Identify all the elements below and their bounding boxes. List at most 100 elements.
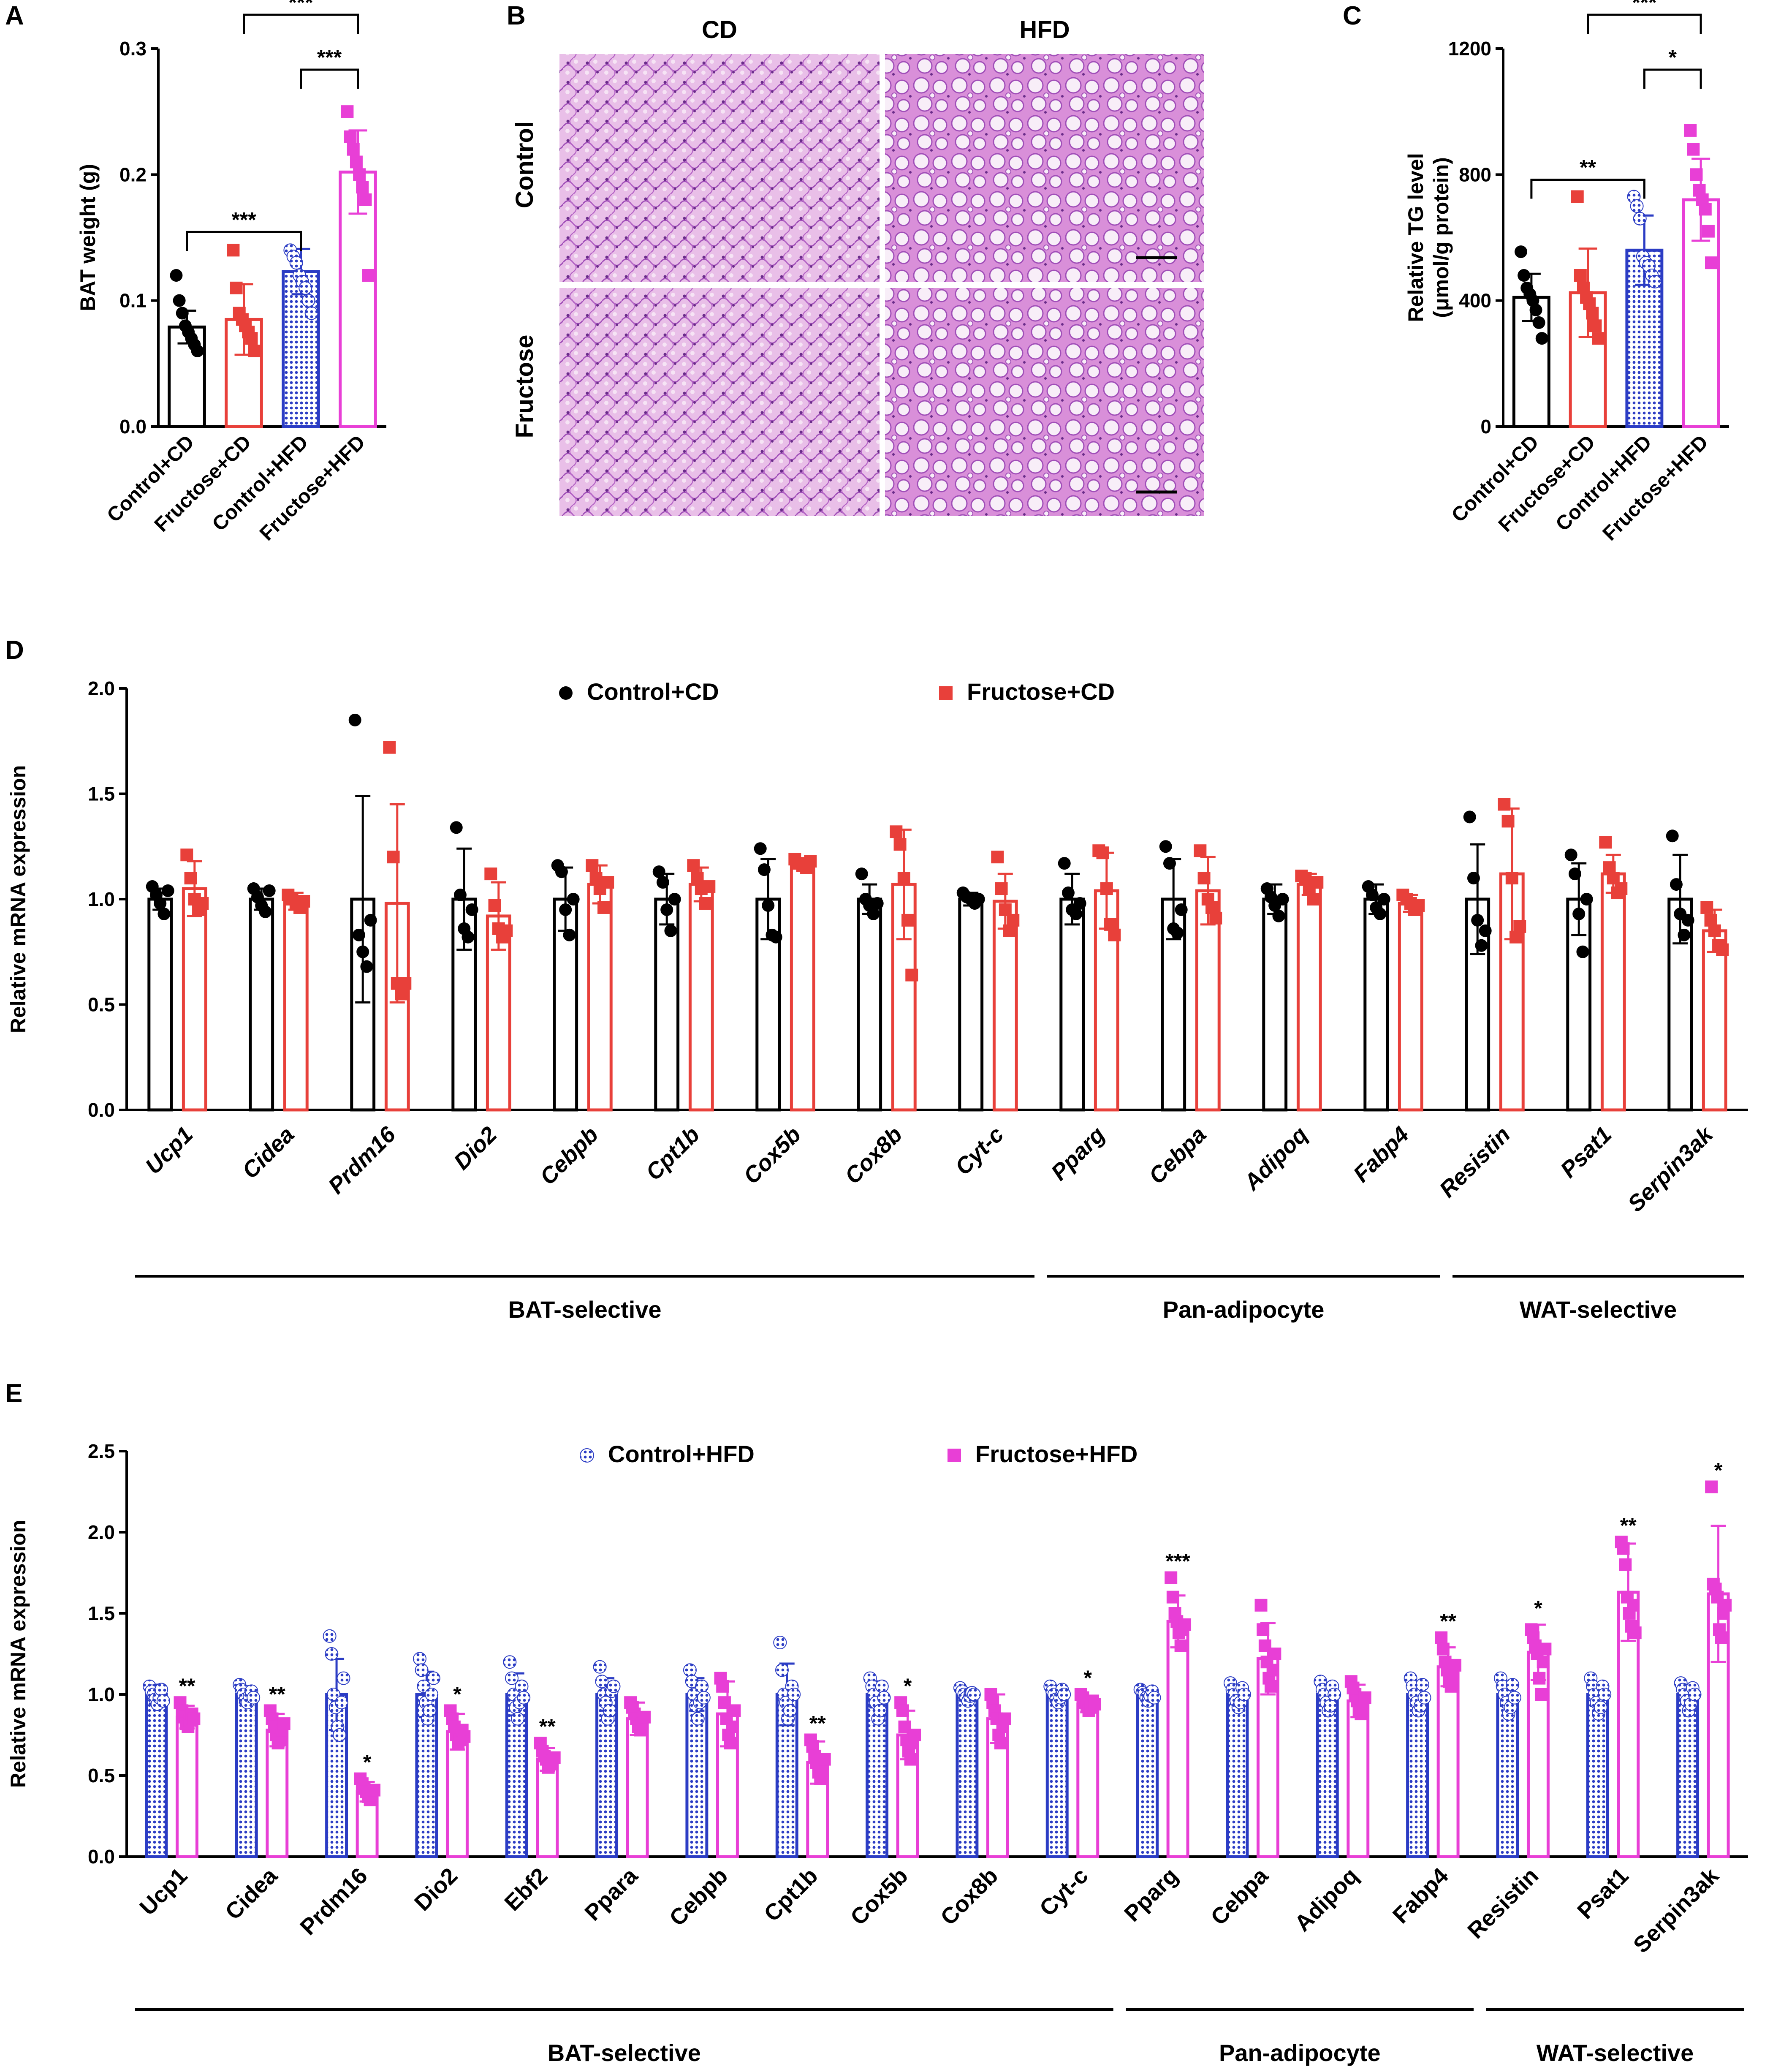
data-point <box>1572 907 1586 920</box>
data-point <box>1377 893 1390 905</box>
data-point <box>301 294 315 307</box>
panel-d-chart: 0.0 0.5 1.0 1.5 2.0 Relative mRNA expression C… <box>6 677 1748 1323</box>
x-category-label: Psat1 <box>1556 1122 1616 1183</box>
data-point <box>289 256 303 270</box>
data-point <box>783 1704 797 1718</box>
data-point <box>1589 319 1602 332</box>
bar <box>1436 1665 1460 1858</box>
data-point <box>1586 307 1599 320</box>
data-point <box>359 193 372 206</box>
data-point <box>383 741 396 754</box>
data-point <box>327 1688 341 1701</box>
data-point <box>567 893 580 905</box>
data-point <box>1108 928 1121 941</box>
bar <box>1296 883 1322 1112</box>
data-point <box>1630 199 1644 213</box>
data-point <box>1366 889 1379 902</box>
bar <box>384 902 410 1112</box>
significance-label: ** <box>269 1682 285 1706</box>
data-point <box>1687 143 1700 156</box>
legend-marker <box>939 686 953 700</box>
data-point <box>500 924 513 937</box>
data-point <box>1417 1691 1431 1705</box>
data-point <box>413 1652 426 1666</box>
data-point <box>1307 893 1320 905</box>
legend-label: Control+HFD <box>608 1441 755 1467</box>
data-point <box>697 1691 711 1705</box>
data-point <box>1633 212 1647 226</box>
data-point <box>728 1704 741 1717</box>
data-point <box>1311 876 1324 889</box>
data-point <box>156 1694 170 1708</box>
data-point <box>1568 867 1581 881</box>
bar <box>1316 1693 1339 1858</box>
data-point <box>1501 815 1515 828</box>
x-category-label: Prdm16 <box>295 1863 372 1940</box>
y-axis-title-units: (μmol/g protein) <box>1429 157 1453 318</box>
data-point <box>1533 1672 1546 1685</box>
y-tick-label: 0.3 <box>119 38 147 60</box>
data-point <box>548 1751 561 1764</box>
y-axis-title: BAT weight (g) <box>76 164 100 311</box>
data-point <box>511 1712 525 1726</box>
data-point <box>901 914 915 927</box>
data-point <box>1705 1480 1718 1493</box>
data-point <box>1415 1678 1429 1691</box>
data-point <box>1178 1618 1192 1631</box>
x-category-label: Ucp1 <box>135 1863 192 1920</box>
bar <box>956 1693 979 1858</box>
y-tick-label: 1.5 <box>88 783 115 805</box>
data-point <box>893 838 907 851</box>
data-point <box>157 907 171 920</box>
x-category-label: Cyt-c <box>1035 1863 1093 1921</box>
data-point <box>871 897 884 910</box>
data-point <box>601 876 614 889</box>
x-category-label: Cox8b <box>936 1863 1003 1930</box>
data-point <box>991 851 1004 864</box>
data-point <box>1436 1642 1450 1656</box>
y-tick-label: 0.5 <box>88 1765 115 1786</box>
data-point <box>341 105 354 118</box>
bar <box>536 1758 559 1858</box>
data-point <box>875 1679 889 1693</box>
bar <box>147 897 173 1112</box>
data-point <box>184 872 197 885</box>
significance-bracket <box>1643 68 1702 89</box>
y-axis-title: Relative mRNA expression <box>6 1520 30 1788</box>
bar <box>1059 897 1085 1112</box>
x-category-label: Pparg <box>1046 1122 1110 1186</box>
bar <box>1406 1693 1429 1858</box>
bar <box>1398 902 1423 1112</box>
data-point <box>191 345 204 357</box>
bar <box>1262 897 1288 1112</box>
x-category-label: Adipoq <box>1238 1122 1312 1196</box>
data-point <box>1100 882 1113 895</box>
data-point <box>458 1730 471 1743</box>
group-label: BAT-selective <box>508 1296 661 1323</box>
data-point <box>344 130 357 143</box>
data-point <box>170 269 183 282</box>
data-point <box>586 859 599 872</box>
data-point <box>656 876 669 889</box>
data-point <box>1681 914 1694 927</box>
col-header-cd: CD <box>702 16 737 44</box>
data-point <box>180 848 193 862</box>
bar <box>1600 872 1626 1112</box>
y-tick-label: 0.5 <box>88 994 115 1016</box>
data-point <box>1062 886 1075 900</box>
data-point <box>1684 124 1697 137</box>
data-point <box>488 899 501 912</box>
data-point <box>1444 1680 1458 1693</box>
data-point <box>263 884 276 897</box>
x-category-label: Cox8b <box>840 1122 907 1189</box>
data-point <box>1690 168 1703 181</box>
data-point <box>1467 872 1480 885</box>
data-point <box>453 889 467 902</box>
data-point <box>1276 893 1289 905</box>
data-point <box>1708 924 1721 937</box>
data-point <box>505 1671 519 1685</box>
legend-marker <box>580 1448 594 1463</box>
data-point <box>1629 1626 1642 1640</box>
significance-label: ** <box>809 1712 826 1735</box>
data-point <box>1237 1688 1251 1701</box>
